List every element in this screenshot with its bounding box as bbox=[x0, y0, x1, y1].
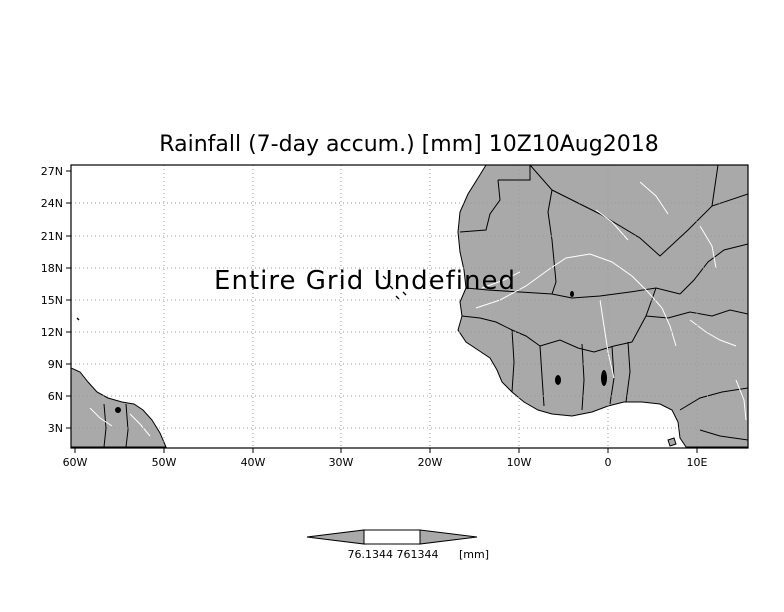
border-12 bbox=[625, 341, 631, 403]
lake-volta bbox=[601, 370, 607, 386]
lon-label-0: 0 bbox=[605, 456, 612, 469]
border-16 bbox=[511, 329, 515, 393]
border-17 bbox=[679, 387, 748, 411]
river-volta bbox=[599, 299, 615, 379]
lake-kossou bbox=[555, 375, 561, 385]
border-20 bbox=[125, 403, 129, 448]
lat-label-12n: 12N bbox=[41, 326, 63, 339]
lat-label-15n: 15N bbox=[41, 294, 63, 307]
border-7 bbox=[679, 243, 748, 295]
lakes bbox=[115, 291, 607, 413]
lat-label-18n: 18N bbox=[41, 262, 63, 275]
country-borders bbox=[103, 165, 748, 448]
river-sa-1 bbox=[89, 407, 113, 427]
border-5 bbox=[459, 179, 501, 233]
river-east bbox=[735, 379, 747, 421]
island-cape-verde-south bbox=[395, 291, 407, 300]
lon-ticks bbox=[74, 448, 698, 453]
island-bioko bbox=[667, 437, 677, 447]
border-4 bbox=[711, 165, 719, 207]
map-title: Rainfall (7-day accum.) [mm] 10Z10Aug201… bbox=[159, 132, 658, 157]
colorbar-value-label: 76.1344 761344 bbox=[348, 548, 439, 561]
border-10 bbox=[581, 343, 585, 411]
lon-label-50w: 50W bbox=[152, 456, 177, 469]
border-9 bbox=[539, 339, 633, 353]
river-benue bbox=[689, 319, 737, 347]
colorbar-center-box bbox=[363, 529, 421, 545]
inland-delta bbox=[570, 291, 574, 297]
grid-lines bbox=[71, 165, 748, 448]
rivers bbox=[89, 181, 747, 437]
colorbar-right-arrow bbox=[419, 529, 478, 545]
lake-sa bbox=[115, 407, 121, 413]
lat-labels: 27N 24N 21N 18N 15N 12N 9N 6N 3N bbox=[41, 165, 63, 435]
river-niger bbox=[475, 253, 677, 347]
border-18 bbox=[699, 429, 748, 441]
lon-label-60w: 60W bbox=[63, 456, 88, 469]
lon-label-10w: 10W bbox=[507, 456, 532, 469]
undefined-grid-message: Entire Grid Undefined bbox=[214, 266, 516, 296]
river-wadi-2 bbox=[639, 181, 669, 215]
lat-label-3n: 3N bbox=[48, 422, 63, 435]
border-2 bbox=[529, 165, 557, 295]
border-6 bbox=[465, 287, 681, 299]
colorbar-unit-label: [mm] bbox=[459, 548, 489, 561]
map-plot-area: Entire Grid Undefined bbox=[70, 164, 749, 449]
lat-label-21n: 21N bbox=[41, 230, 63, 243]
border-14 bbox=[645, 309, 748, 319]
river-wadi-3 bbox=[699, 225, 717, 269]
colorbar-left-arrow bbox=[306, 529, 365, 545]
lat-label-6n: 6N bbox=[48, 390, 63, 403]
lat-label-9n: 9N bbox=[48, 358, 63, 371]
atlantic-islands bbox=[76, 275, 407, 321]
river-senegal bbox=[481, 271, 521, 289]
lat-label-24n: 24N bbox=[41, 197, 63, 210]
lon-label-40w: 40W bbox=[241, 456, 266, 469]
river-sa-2 bbox=[129, 413, 151, 437]
border-8 bbox=[461, 315, 541, 347]
lon-labels: 60W 50W 40W 30W 20W 10W 0 10E bbox=[63, 456, 708, 469]
lon-label-10e: 10E bbox=[687, 456, 708, 469]
lat-label-27n: 27N bbox=[41, 165, 63, 178]
colorbar: 76.1344 761344 [mm] bbox=[306, 529, 489, 561]
river-wadi-1 bbox=[595, 209, 629, 241]
border-1 bbox=[498, 165, 531, 181]
lon-label-30w: 30W bbox=[329, 456, 354, 469]
island-cape-verde-north bbox=[382, 275, 394, 290]
lon-label-20w: 20W bbox=[418, 456, 443, 469]
island-barbados bbox=[76, 317, 80, 321]
map-frame bbox=[70, 164, 749, 449]
border-19 bbox=[103, 403, 107, 448]
lat-ticks bbox=[66, 170, 71, 429]
